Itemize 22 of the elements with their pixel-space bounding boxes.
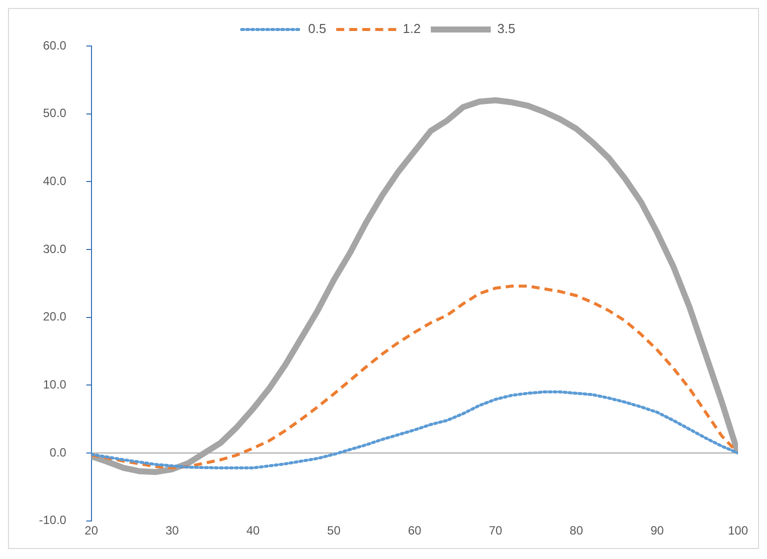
y-tick-label: -10.0 [38, 513, 67, 528]
legend-label: 1.2 [402, 21, 421, 36]
y-tick-label: 30.0 [42, 242, 67, 256]
line-series [91, 284, 738, 470]
x-tick-label: 40 [246, 523, 260, 538]
y-tick-label: 10.0 [42, 377, 67, 392]
y-tick-label: 20.0 [42, 310, 67, 324]
x-tick-label: 80 [570, 523, 584, 538]
y-tick-label: 50.0 [42, 106, 67, 120]
line-series [91, 390, 738, 470]
x-tick-label: 30 [166, 523, 180, 538]
x-tick-label: 70 [488, 523, 502, 538]
y-tick-label: 40.0 [42, 174, 67, 188]
legend-label: 3.5 [497, 21, 516, 36]
x-tick-label: 100 [728, 523, 748, 538]
y-tick-label: 60.0 [42, 38, 67, 52]
y-tick-label: 0.0 [50, 445, 67, 460]
legend-label: 0.5 [308, 21, 326, 36]
x-tick-label: 20 [84, 523, 98, 538]
x-tick-label: 50 [327, 523, 341, 538]
x-tick-label: 90 [650, 523, 664, 538]
x-tick-label: 60 [408, 523, 422, 538]
